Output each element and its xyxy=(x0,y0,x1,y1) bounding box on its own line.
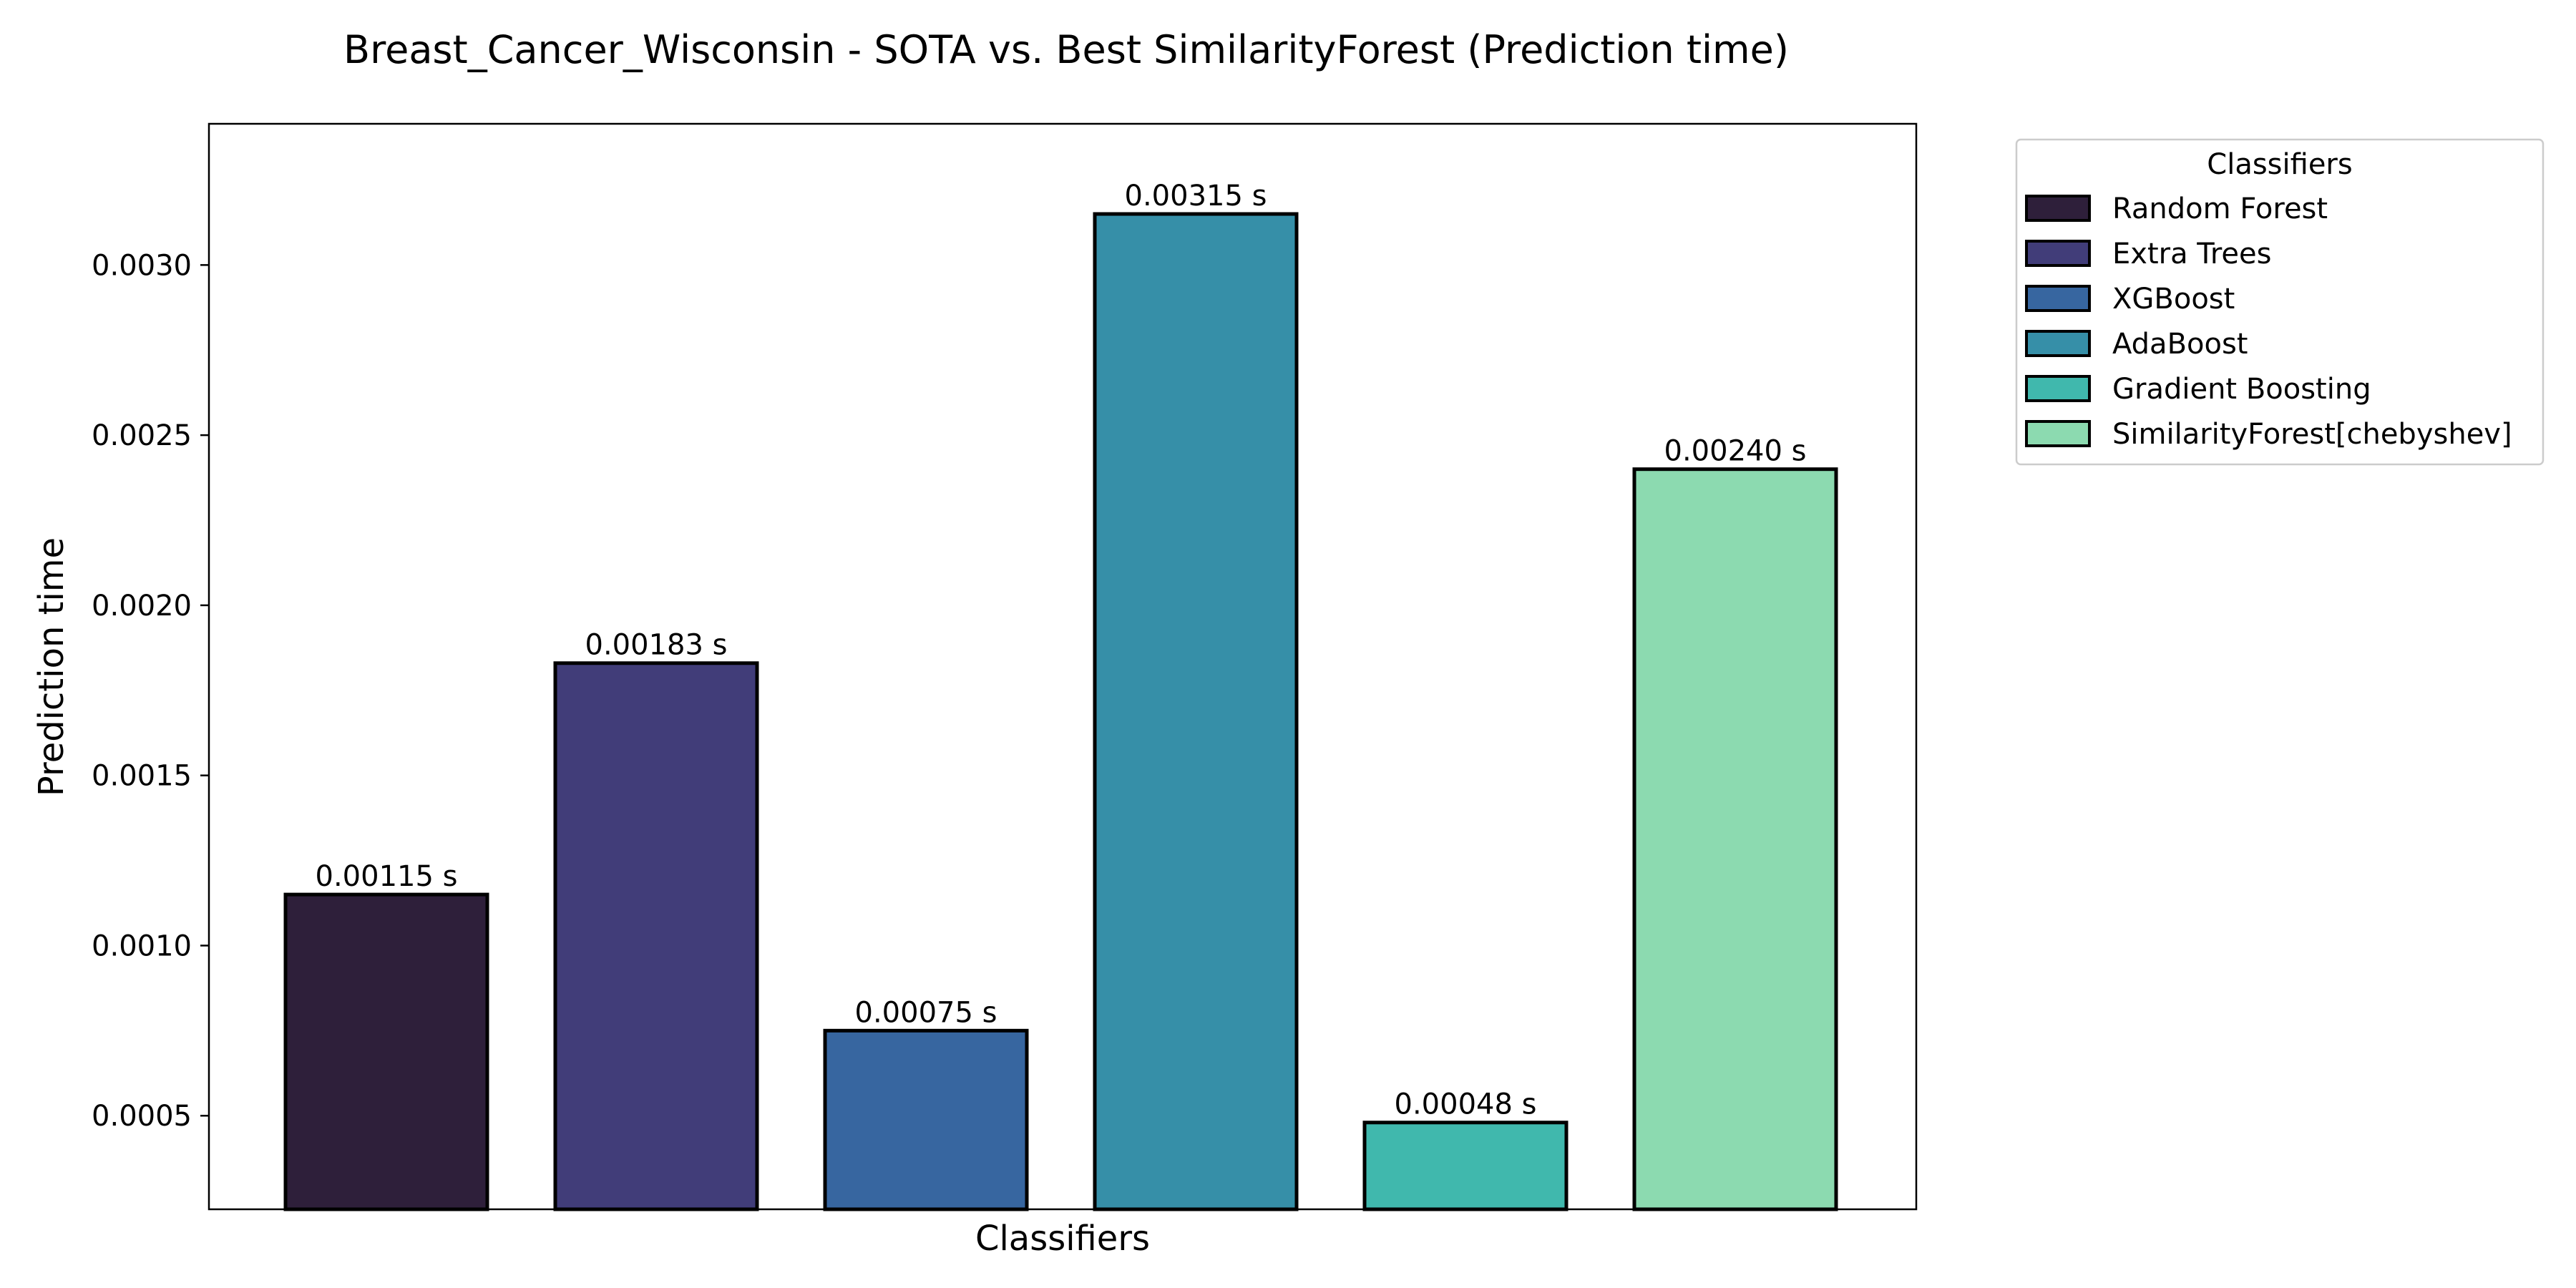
bars-layer: 0.00115 s 0.00183 s 0.00075 s 0.00315 s 0.00… xyxy=(283,180,1838,1211)
y-tick-label-5: 0.0030 xyxy=(92,249,192,282)
y-axis-label: Prediction time xyxy=(31,537,72,796)
plot-frame xyxy=(208,122,1918,1211)
legend-label-3: AdaBoost xyxy=(2112,328,2248,361)
y-tick-label-1: 0.0010 xyxy=(92,930,192,962)
bar-0 xyxy=(283,892,489,1211)
legend-swatch-0 xyxy=(2025,195,2091,222)
y-tick-label-3: 0.0020 xyxy=(92,590,192,623)
legend-swatch-2 xyxy=(2025,285,2091,312)
legend-label-0: Random Forest xyxy=(2112,192,2328,225)
bar-value-label-0: 0.00115 s xyxy=(316,860,458,893)
bar-value-label-3: 0.00315 s xyxy=(1125,180,1267,213)
legend-swatch-5 xyxy=(2025,420,2091,447)
legend-label-1: Extra Trees xyxy=(2112,238,2271,270)
legend: Classifiers Random Forest Extra Trees XGBo… xyxy=(2015,138,2545,466)
y-tick-label-0: 0.0005 xyxy=(92,1100,192,1133)
legend-swatch-3 xyxy=(2025,330,2091,357)
bar-value-label-4: 0.00048 s xyxy=(1395,1088,1537,1121)
legend-frame xyxy=(2015,138,2545,466)
legend-swatch-1 xyxy=(2025,240,2091,267)
x-axis-label: Classifiers xyxy=(975,1219,1150,1259)
y-axis-ticks: 0.0005 0.0010 0.0015 0.0020 0.0025 0.0030 xyxy=(92,249,209,1133)
bar-2 xyxy=(823,1028,1029,1211)
legend-label-2: XGBoost xyxy=(2112,283,2235,316)
chart-title: Breast_Cancer_Wisconsin - SOTA vs. Best … xyxy=(343,27,1789,72)
bar-value-label-5: 0.00240 s xyxy=(1664,435,1807,468)
legend-swatch-4 xyxy=(2025,375,2091,402)
legend-items: Random Forest Extra Trees XGBoost AdaBoost G… xyxy=(2025,192,2512,451)
bar-1 xyxy=(553,661,759,1211)
y-tick-label-4: 0.0025 xyxy=(92,419,192,452)
bar-4 xyxy=(1362,1121,1568,1211)
bar-3 xyxy=(1093,212,1299,1211)
bar-5 xyxy=(1632,467,1838,1211)
legend-title: Classifiers xyxy=(2207,148,2352,181)
bar-value-label-1: 0.00183 s xyxy=(585,629,728,662)
legend-label-4: Gradient Boosting xyxy=(2112,373,2371,406)
y-tick-label-2: 0.0015 xyxy=(92,760,192,793)
bar-value-label-2: 0.00075 s xyxy=(855,996,997,1029)
legend-label-5: SimilarityForest[chebyshev] xyxy=(2112,418,2512,451)
